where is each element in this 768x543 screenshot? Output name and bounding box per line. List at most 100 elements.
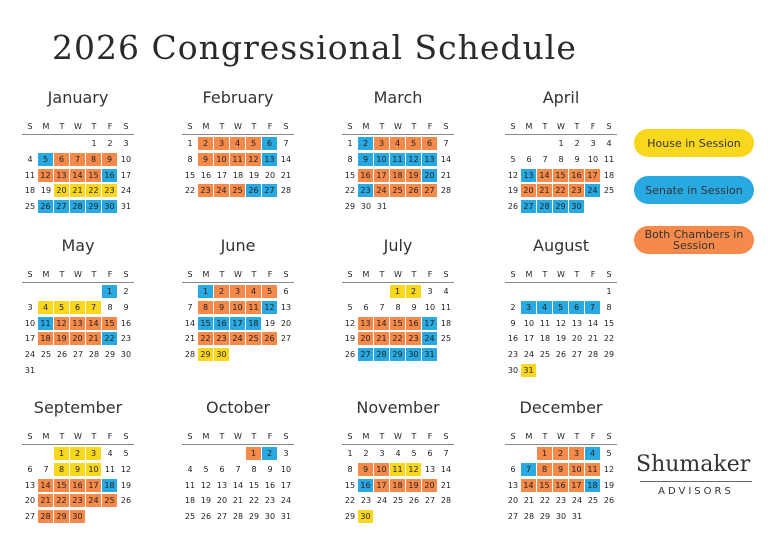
day: 12 [262,300,277,314]
weekday-header: T [411,432,417,441]
day: 26 [344,350,356,360]
day: 10 [587,154,599,164]
day: 22 [539,496,551,506]
day: 8 [107,302,113,312]
day: 2 [510,302,516,312]
month-name: November [356,398,440,417]
day: 30 [358,510,373,524]
day: 18 [38,332,53,346]
weekday-header: F [427,122,433,131]
day: 5 [123,449,129,458]
day: 18 [603,170,615,180]
weekday-header: F [267,432,273,441]
day: 27 [262,184,277,198]
day: 4 [537,300,552,314]
day: 5 [203,464,209,474]
day: 9 [510,318,516,328]
day: 31 [571,512,583,522]
weekday-header: T [411,270,417,279]
day: 20 [358,332,373,346]
day: 4 [27,154,33,164]
day: 11 [585,462,600,476]
weekday-header: S [510,270,516,279]
month-name: April [542,88,580,107]
day: 18 [24,186,36,196]
day: 1 [347,449,353,458]
header-rule [342,134,454,135]
day: 1 [246,447,261,460]
weekday-header: T [574,122,580,131]
day: 3 [379,449,385,458]
day: 2 [553,447,568,460]
day: 8 [187,154,193,164]
day: 17 [374,478,389,492]
day: 1 [91,139,97,148]
day: 22 [390,332,405,346]
weekday-header: S [187,432,193,441]
weekday-header: W [394,432,402,441]
day: 12 [200,480,212,490]
day: 29 [553,200,568,214]
day: 1 [558,139,564,148]
day: 9 [358,462,373,476]
day: 31 [120,202,132,212]
day: 28 [537,200,552,214]
day: 3 [283,449,289,458]
day: 22 [198,332,213,346]
day: 17 [523,334,535,344]
day: 24 [374,184,389,198]
day: 23 [120,334,132,344]
day: 29 [248,512,260,522]
title: 2026 Congressional Schedule [52,28,577,67]
day: 12 [603,464,615,474]
day: 23 [358,184,373,198]
weekday-header: S [443,270,449,279]
day: 15 [603,318,615,328]
weekday-header: W [394,122,402,131]
day: 2 [406,285,421,298]
day: 25 [102,494,117,508]
weekday-header: T [251,122,257,131]
day: 21 [70,184,85,198]
day: 10 [569,462,584,476]
day: 11 [230,152,245,166]
day: 3 [427,287,433,296]
day: 27 [422,184,437,198]
day: 4 [38,300,53,314]
day: 5 [411,449,417,458]
weekday-header: M [525,122,533,131]
weekday-header: T [59,122,65,131]
day: 26 [38,200,53,214]
day: 13 [521,168,536,182]
day: 24 [230,332,245,346]
day: 30 [406,348,421,362]
day: 21 [38,494,53,508]
day: 24 [523,350,535,360]
day: 28 [374,348,389,362]
day: 28 [184,350,196,360]
weekday-header: F [107,432,113,441]
day: 29 [539,512,551,522]
day: 10 [86,462,101,476]
day: 14 [440,464,452,474]
day: 5 [606,449,612,458]
weekday-header: S [123,432,129,441]
day: 18 [440,318,452,328]
day: 25 [40,350,52,360]
day: 28 [88,350,100,360]
month-name: June [220,236,256,255]
day: 29 [390,348,405,362]
day: 20 [54,184,69,198]
day: 17 [422,316,437,330]
day: 8 [54,462,69,476]
day: 15 [553,168,568,182]
day: 14 [521,478,536,492]
day: 15 [344,170,356,180]
weekday-header: S [606,270,612,279]
day: 12 [246,152,261,166]
month-name: February [202,88,274,107]
weekday-header: S [347,122,353,131]
day: 19 [406,478,421,492]
day: 11 [184,480,196,490]
day: 3 [590,139,596,148]
